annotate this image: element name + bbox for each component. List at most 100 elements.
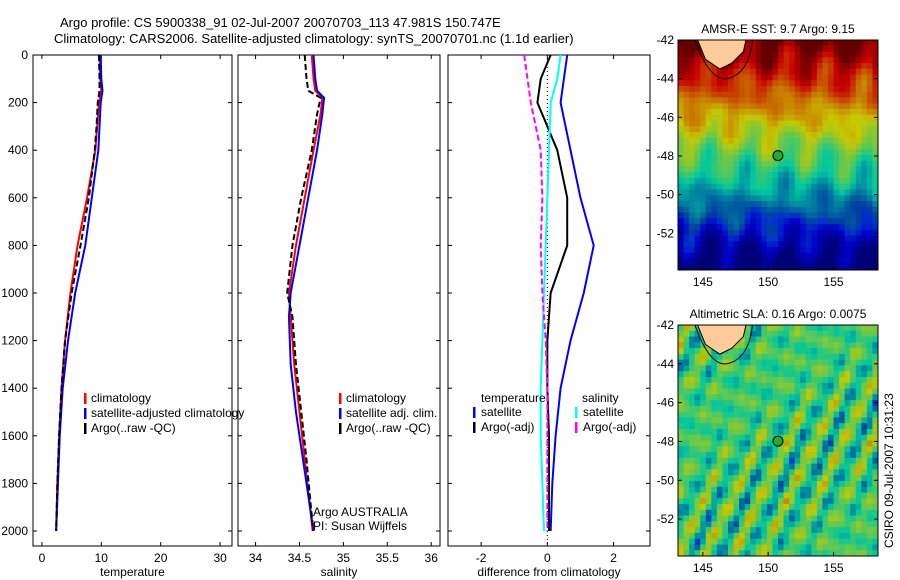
- map-cell: [678, 411, 685, 418]
- map-cell: [728, 229, 735, 236]
- map-cell: [828, 160, 835, 167]
- map-cell: [778, 469, 785, 476]
- map-cell: [705, 178, 712, 185]
- map-cell: [833, 353, 840, 361]
- map-cell: [816, 463, 823, 470]
- map-cell: [861, 132, 868, 139]
- map-cell: [794, 394, 801, 401]
- map-cell: [683, 509, 690, 517]
- map-cell: [700, 160, 707, 167]
- map-cell: [705, 224, 712, 231]
- map-cell: [761, 498, 768, 505]
- map-cell: [728, 155, 735, 162]
- map-cell: [816, 183, 823, 190]
- map-cell: [750, 224, 757, 231]
- map-cell: [805, 68, 812, 75]
- map-cell: [866, 353, 873, 361]
- map-cell: [828, 480, 835, 488]
- map-cell: [839, 74, 846, 81]
- map-cell: [761, 155, 768, 162]
- map-cell: [722, 452, 729, 459]
- map-cell: [750, 538, 757, 545]
- map-cell: [866, 206, 873, 213]
- map-cell: [822, 166, 829, 173]
- map-cell: [794, 330, 801, 338]
- map-cell: [728, 206, 735, 213]
- map-cell: [844, 509, 851, 517]
- map-cell: [872, 498, 879, 505]
- map-cell: [811, 201, 818, 208]
- map-cell: [733, 388, 740, 395]
- legend-swatch: [575, 422, 578, 433]
- map-cell: [761, 86, 768, 93]
- series-line-temperature-satellite: [549, 54, 595, 532]
- map-cell: [778, 252, 785, 259]
- map-cell: [783, 160, 790, 167]
- map-cell: [683, 63, 690, 70]
- map-cell: [722, 178, 729, 185]
- map-cell: [816, 492, 823, 499]
- map-cell: [739, 63, 746, 70]
- map-cell: [739, 504, 746, 511]
- map-cell: [761, 247, 768, 254]
- map-cell: [744, 486, 751, 493]
- map-cell: [794, 498, 801, 505]
- map-cell: [866, 515, 873, 522]
- map-cell: [783, 183, 790, 190]
- map-cell: [783, 172, 790, 179]
- map-cell: [794, 103, 801, 110]
- map-cell: [750, 405, 757, 413]
- map-cell: [828, 434, 835, 441]
- map-cell: [733, 264, 740, 271]
- map-cell: [683, 120, 690, 127]
- map-cell: [839, 258, 846, 265]
- map-cell: [694, 258, 701, 265]
- map-cell: [850, 63, 857, 70]
- map-cell: [833, 195, 840, 202]
- map-cell: [694, 550, 701, 557]
- map-cell: [844, 51, 851, 58]
- map-cell: [744, 189, 751, 196]
- map-cell: [861, 172, 868, 179]
- map-cell: [872, 423, 879, 430]
- map-cell: [800, 74, 807, 81]
- map-cell: [711, 457, 718, 465]
- map-cell: [755, 527, 762, 534]
- map-cell: [855, 178, 862, 185]
- map-cell: [705, 201, 712, 208]
- map-cell: [822, 241, 829, 248]
- map-cell: [861, 91, 868, 98]
- map-cell: [700, 86, 707, 93]
- map-cell: [789, 218, 796, 225]
- series-line-salinity-argo-adj-: [523, 54, 549, 531]
- map-cell: [689, 509, 696, 517]
- map-cell: [683, 521, 690, 528]
- map-cell: [750, 178, 757, 185]
- map-cell: [678, 143, 685, 150]
- map-cell: [694, 74, 701, 81]
- map-cell: [811, 45, 818, 52]
- map-cell: [750, 359, 757, 366]
- map-cell: [700, 63, 707, 70]
- map-cell: [689, 423, 696, 430]
- map-cell: [766, 382, 773, 390]
- map-cell: [772, 336, 779, 343]
- map-cell: [778, 57, 785, 64]
- map-cell: [850, 353, 857, 361]
- map-cell: [700, 218, 707, 225]
- map-cell: [789, 359, 796, 366]
- map-cell: [705, 405, 712, 413]
- map-cell: [683, 74, 690, 81]
- map-cell: [766, 359, 773, 366]
- map-cell: [855, 264, 862, 271]
- map-cell: [750, 382, 757, 390]
- map-cell: [750, 103, 757, 110]
- map-cell: [733, 86, 740, 93]
- map-cell: [855, 86, 862, 93]
- map-cell: [711, 515, 718, 522]
- map-cell: [739, 550, 746, 557]
- map-cell: [722, 423, 729, 430]
- map-cell: [678, 365, 685, 372]
- map-cell: [766, 114, 773, 121]
- map-cell: [816, 155, 823, 162]
